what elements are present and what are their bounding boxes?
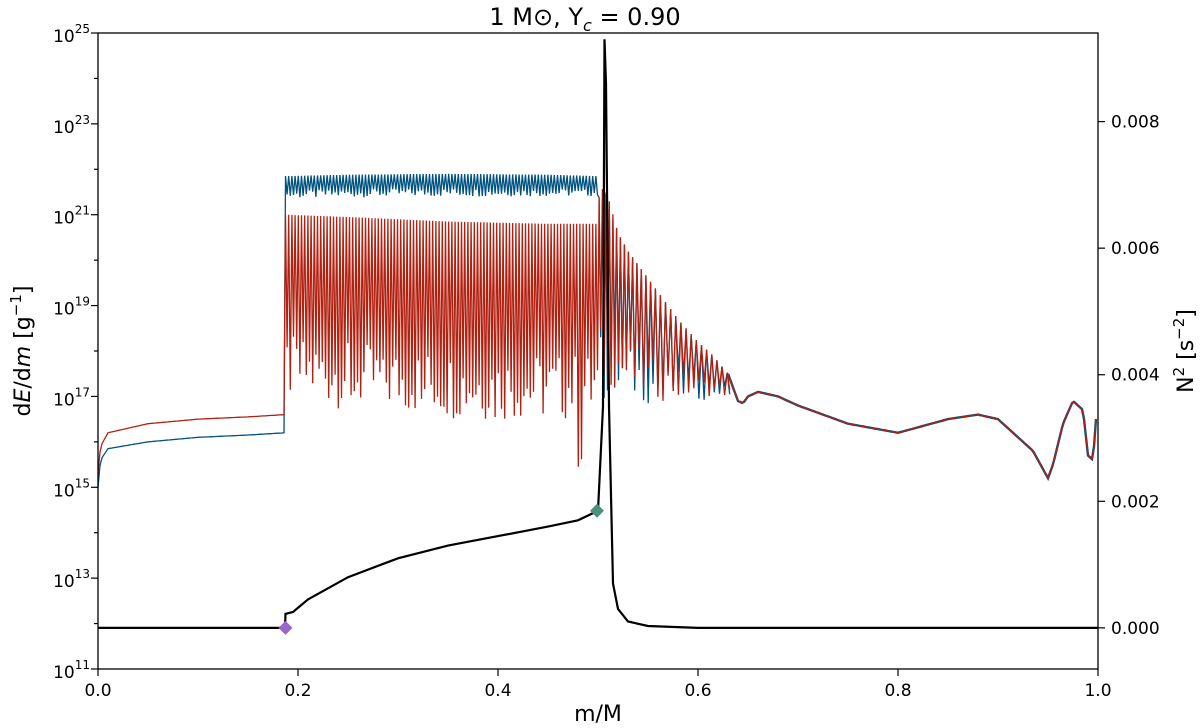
right-tick-label: 0.000 <box>1111 619 1160 639</box>
left-tick-label: 1015 <box>53 476 90 501</box>
series-red-line <box>97 189 731 474</box>
x-tick-label: 0.8 <box>884 681 911 701</box>
right-tick-label: 0.008 <box>1111 113 1160 133</box>
right-tick-label: 0.002 <box>1111 492 1160 512</box>
left-tick-label: 1013 <box>53 567 90 592</box>
series-blue-line <box>97 173 731 488</box>
left-y-axis: 1011 1013 1015 1017 1019 1021 1023 1025 <box>53 22 98 683</box>
x-tick-label: 1.0 <box>1084 681 1111 701</box>
x-tick-label: 0.4 <box>484 681 511 701</box>
left-tick-label: 1023 <box>53 113 90 138</box>
x-axis: 0.0 0.2 0.4 0.6 0.8 1.0 <box>84 669 1112 701</box>
left-axis-label: dE/dm [g−1] <box>7 286 36 417</box>
left-tick-label: 1019 <box>53 295 90 320</box>
chart-title: 1 M⊙, Yc = 0.90 <box>489 3 680 35</box>
x-axis-label: m/M <box>574 702 622 727</box>
x-tick-label: 0.2 <box>284 681 311 701</box>
right-tick-label: 0.004 <box>1111 366 1160 386</box>
x-tick-label: 0.0 <box>84 681 111 701</box>
left-tick-label: 1025 <box>53 22 90 47</box>
right-y-axis: 0.000 0.002 0.004 0.006 0.008 <box>1098 113 1160 639</box>
x-tick-label: 0.6 <box>684 681 711 701</box>
series-n2-line <box>98 39 1098 630</box>
series-tail-red <box>727 373 1097 480</box>
right-axis-label: N2 [s−2] <box>1170 309 1199 393</box>
marker-diamond-1 <box>590 503 604 518</box>
marker-layer <box>278 503 604 635</box>
series-tail-blue <box>726 373 1098 482</box>
series-layer <box>97 39 1098 630</box>
left-tick-label: 1011 <box>53 658 90 683</box>
right-tick-label: 0.006 <box>1111 239 1160 259</box>
marker-diamond-0 <box>278 620 293 635</box>
left-tick-label: 1017 <box>53 385 90 410</box>
left-tick-label: 1021 <box>53 204 90 229</box>
